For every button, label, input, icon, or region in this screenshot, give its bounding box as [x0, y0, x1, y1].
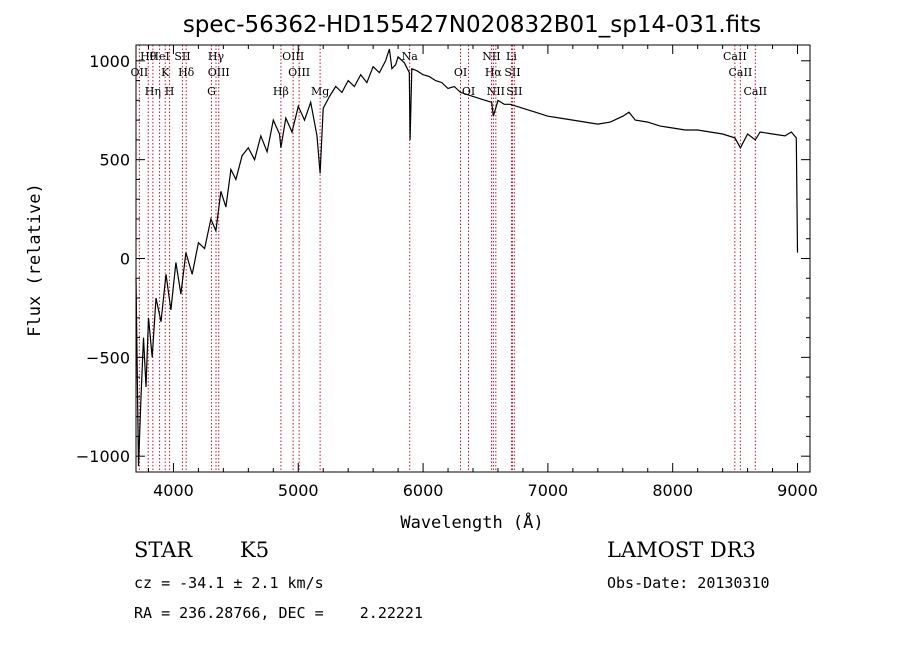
line-label: Hγ	[208, 50, 225, 63]
x-tick-label: 5000	[278, 481, 319, 500]
line-label: Hα	[485, 66, 503, 79]
line-label: Hη	[145, 85, 161, 98]
line-label: SII	[174, 50, 190, 63]
x-tick-label: 4000	[153, 481, 194, 500]
spectrum-line	[135, 48, 799, 467]
line-label: Hθ	[140, 50, 157, 63]
coordinates: RA = 236.28766, DEC = 2.22221	[134, 604, 423, 622]
line-label: OIII	[208, 66, 230, 79]
line-label: OII	[131, 66, 149, 79]
x-tick-label: 9000	[777, 481, 818, 500]
line-label: OI	[454, 66, 467, 79]
line-label: H	[165, 85, 175, 98]
survey-name: LAMOST DR3	[607, 538, 756, 562]
y-tick-label: 500	[99, 151, 130, 170]
line-labels: HθOIIHηHeIKHSIIHδGHγOIIIHβOIIIOIIIMgNaOI…	[131, 50, 768, 98]
y-axis: −1000 −500 0 500 1000	[76, 52, 810, 466]
chart-title: spec-56362-HD155427N020832B01_sp14-031.f…	[183, 12, 761, 38]
plot-frame	[135, 44, 811, 473]
y-tick-label: 0	[120, 250, 130, 269]
line-label: NII	[482, 50, 500, 63]
line-label: K	[161, 66, 170, 79]
line-label: OIII	[288, 66, 310, 79]
line-label: Li	[506, 50, 517, 63]
redshift-velocity: cz = -34.1 ± 2.1 km/s	[134, 574, 324, 592]
line-markers	[138, 45, 756, 472]
line-label: CaII	[743, 85, 767, 98]
x-tick-label: 6000	[403, 481, 444, 500]
line-label: Hδ	[178, 66, 195, 79]
line-label: SII	[506, 85, 522, 98]
y-tick-label: −1000	[76, 447, 130, 466]
x-tick-label: 7000	[528, 481, 569, 500]
line-label: OIII	[282, 50, 304, 63]
line-label: CaII	[729, 66, 753, 79]
line-label: CaII	[723, 50, 747, 63]
line-label: Na	[402, 50, 419, 63]
x-axis: 4000 5000 6000 7000 8000 9000	[147, 45, 818, 500]
observation-date: Obs-Date: 20130310	[607, 574, 770, 592]
y-tick-label: −500	[86, 348, 130, 367]
object-class: STAR	[134, 538, 193, 562]
x-axis-label: Wavelength (Å)	[400, 511, 543, 533]
x-tick-label: 8000	[652, 481, 693, 500]
y-axis-label: Flux (relative)	[25, 183, 45, 337]
line-label: Mg	[311, 85, 329, 98]
line-label: OI	[462, 85, 475, 98]
line-label: SII	[504, 66, 520, 79]
object-subclass: K5	[240, 538, 270, 562]
line-label: Hβ	[273, 85, 289, 98]
spectrum-chart: spec-56362-HD155427N020832B01_sp14-031.f…	[25, 12, 818, 533]
line-label: G	[207, 85, 216, 98]
line-label: NII	[487, 85, 505, 98]
y-tick-label: 1000	[89, 52, 130, 71]
line-label: HeI	[149, 50, 169, 63]
